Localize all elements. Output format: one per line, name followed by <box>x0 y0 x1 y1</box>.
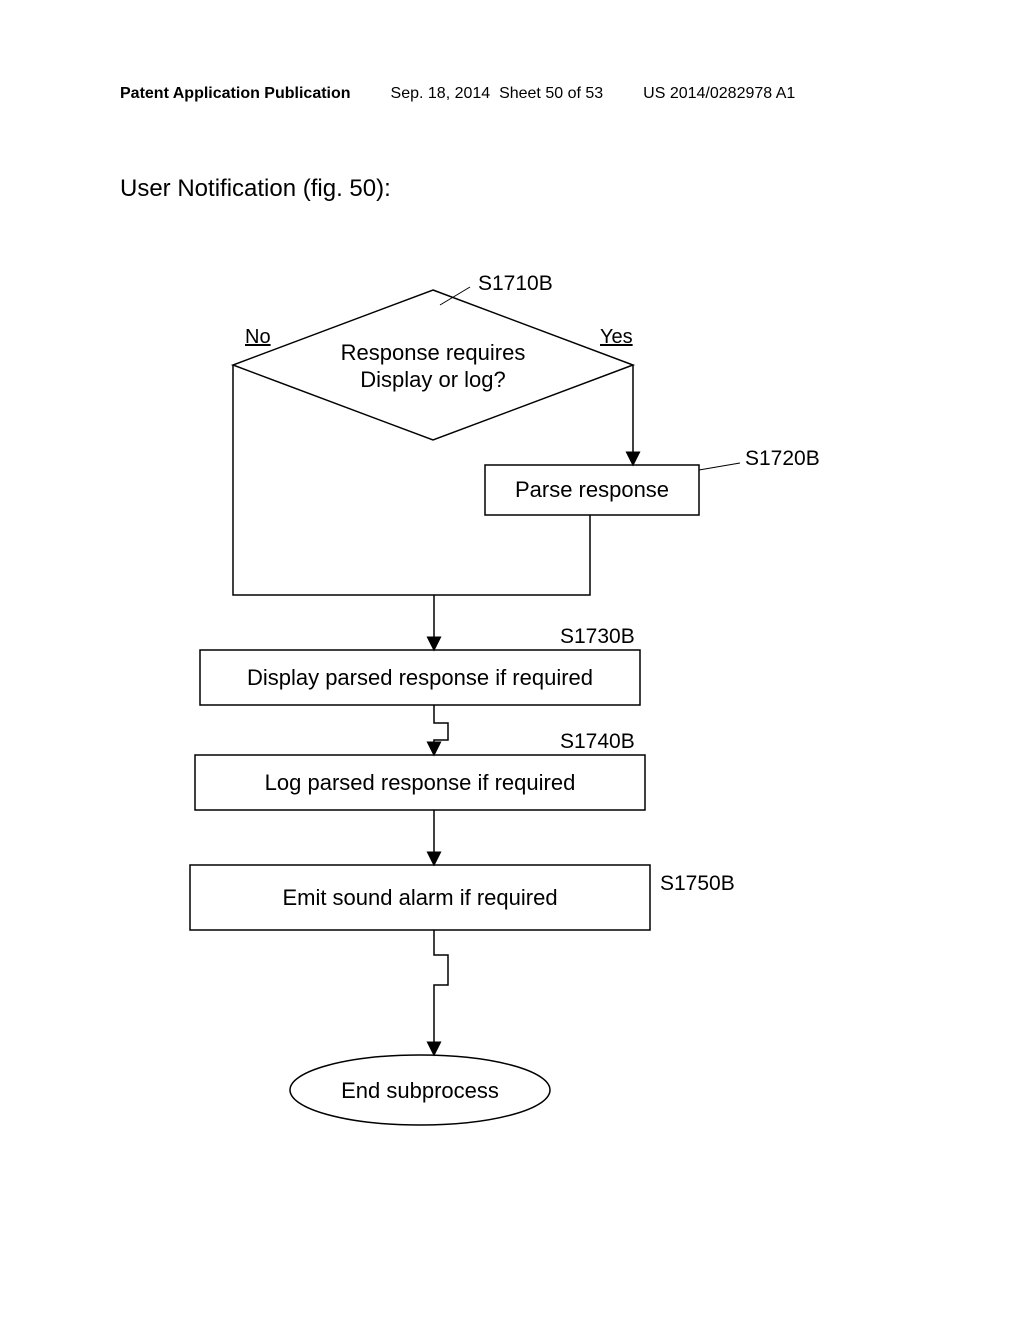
header-left: Patent Application Publication <box>120 85 351 103</box>
display-ref: S1730B <box>560 625 635 648</box>
header-right: US 2014/0282978 A1 <box>643 85 795 103</box>
decision-text-2: Display or log? <box>360 367 506 392</box>
flowchart: Response requires Display or log? S1710B… <box>0 215 1024 1215</box>
yes-label: Yes <box>600 326 633 348</box>
alarm-text: Emit sound alarm if required <box>282 885 557 910</box>
alarm-ref: S1750B <box>660 872 735 895</box>
log-node: Log parsed response if required S1740B <box>195 730 645 810</box>
header-mid: Sep. 18, 2014 Sheet 50 of 53 <box>391 85 604 103</box>
end-node: End subprocess <box>290 1055 550 1125</box>
display-text: Display parsed response if required <box>247 665 593 690</box>
decision-text-1: Response requires <box>341 340 526 365</box>
decision-ref: S1710B <box>478 272 553 295</box>
log-ref: S1740B <box>560 730 635 753</box>
parse-ref: S1720B <box>745 447 820 470</box>
alarm-node: Emit sound alarm if required S1750B <box>190 865 735 930</box>
parse-node: Parse response S1720B <box>485 447 820 515</box>
parse-text: Parse response <box>515 477 669 502</box>
no-label: No <box>245 326 271 348</box>
page-header: Patent Application Publication Sep. 18, … <box>120 85 944 103</box>
display-node: Display parsed response if required S173… <box>200 625 640 705</box>
decision-node: Response requires Display or log? S1710B <box>233 272 633 440</box>
figure-title: User Notification (fig. 50): <box>120 175 391 203</box>
log-text: Log parsed response if required <box>265 770 576 795</box>
end-text: End subprocess <box>341 1078 499 1103</box>
